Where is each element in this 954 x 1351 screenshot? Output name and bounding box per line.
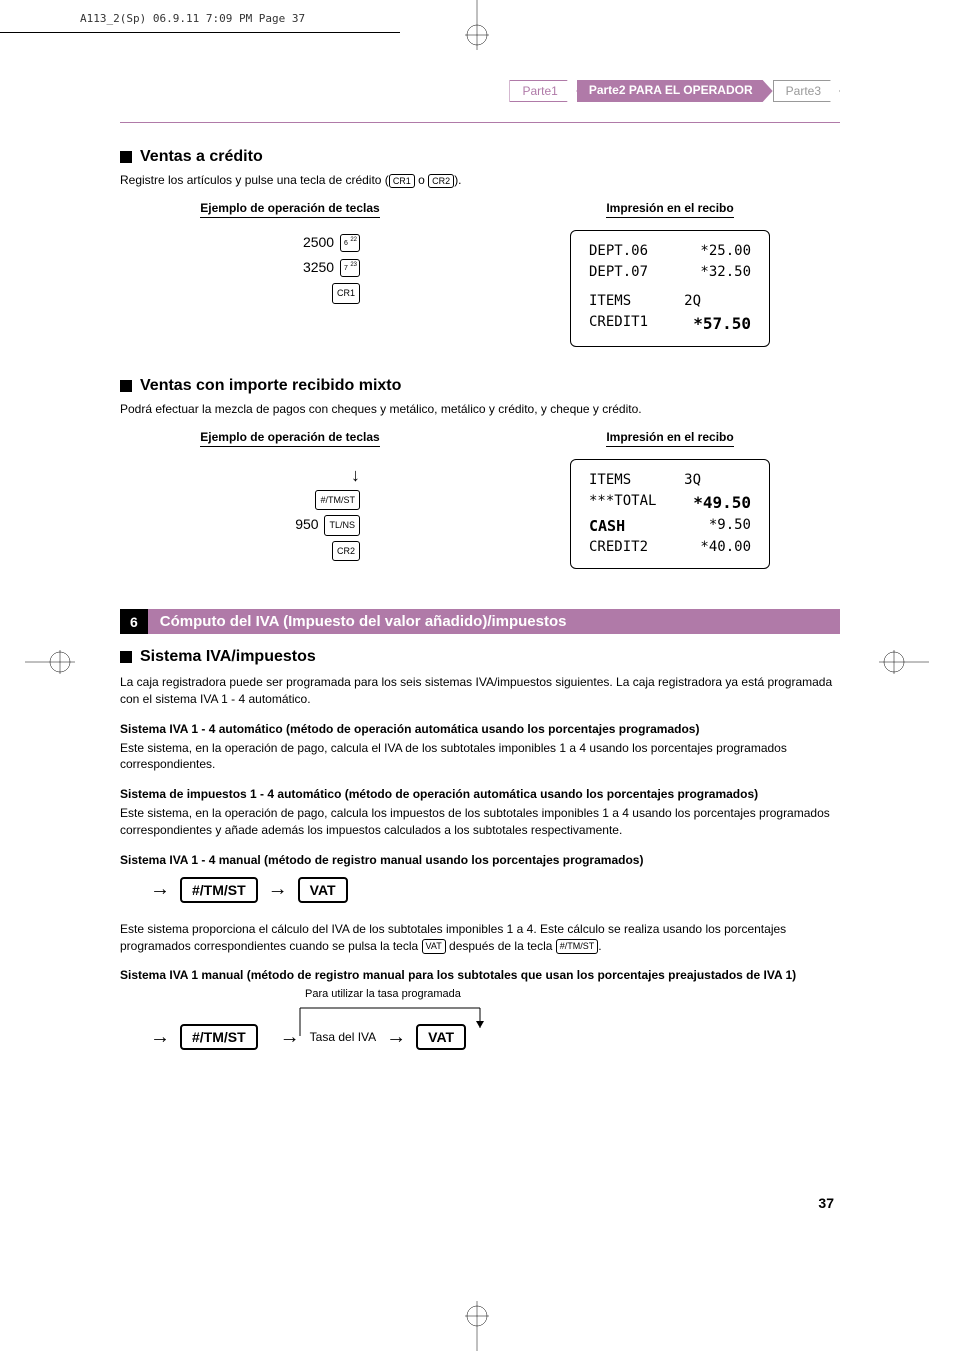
key-sequence-1: 2500 226 3250 237 CR1 (120, 230, 460, 306)
vat-intro: La caja registradora puede ser programad… (120, 674, 840, 708)
key-sequence-2: ↓ #/TM/ST 950 TL/NS CR2 (120, 459, 460, 563)
key-cr2-b: CR2 (332, 541, 360, 561)
breadcrumb: Parte1 Parte2 PARA EL OPERADOR Parte3 (120, 80, 840, 102)
key-cr1: CR1 (389, 174, 415, 189)
col-header-receipt-2: Impresión en el recibo (606, 430, 733, 447)
subsection-vat: Sistema IVA/impuestos (120, 648, 840, 666)
page-header: A113_2(Sp) 06.9.11 7:09 PM Page 37 (80, 12, 305, 25)
p4-title: Sistema IVA 1 manual (método de registro… (120, 968, 840, 982)
header-line (0, 32, 400, 33)
p3-title: Sistema IVA 1 - 4 manual (método de regi… (120, 853, 840, 867)
col-header-receipt: Impresión en el recibo (606, 201, 733, 218)
p1-body: Este sistema, en la operación de pago, c… (120, 740, 840, 774)
page-number: 37 (818, 1195, 834, 1211)
crop-mark-left (25, 642, 75, 682)
key-cr1-b: CR1 (332, 283, 360, 303)
breadcrumb-parte2: Parte2 PARA EL OPERADOR (577, 80, 773, 102)
section-label: Cómputo del IVA (Impuesto del valor añad… (148, 609, 840, 634)
flow-key-vat-2: VAT (416, 1024, 466, 1050)
key-cr2: CR2 (428, 174, 454, 189)
p2-body: Este sistema, en la operación de pago, c… (120, 805, 840, 839)
square-icon (120, 651, 132, 663)
section1-intro: Registre los artículos y pulse una tecla… (120, 172, 840, 189)
key-tlns: TL/NS (324, 515, 360, 535)
key-7: 237 (340, 259, 360, 277)
crop-mark-right (879, 642, 929, 682)
arrow-right-icon: → (280, 1026, 300, 1049)
breadcrumb-parte1: Parte1 (509, 80, 576, 102)
flow-key-tmst: #/TM/ST (180, 877, 258, 903)
section-num: 6 (120, 609, 148, 634)
key-tmst: #/TM/ST (315, 490, 360, 510)
p3-body: Este sistema proporciona el cálculo del … (120, 921, 840, 955)
inline-key-tmst: #/TM/ST (556, 939, 599, 954)
flow-diagram-1: → #/TM/ST → VAT (150, 877, 840, 903)
key-6: 226 (340, 234, 360, 252)
crop-mark-top (457, 0, 497, 50)
arrow-right-icon: → (150, 878, 170, 901)
col-header-keys-2: Ejemplo de operación de teclas (200, 430, 379, 447)
divider (120, 122, 840, 123)
square-icon (120, 380, 132, 392)
section-title-mixed: Ventas con importe recibido mixto (120, 377, 840, 395)
col-header-keys: Ejemplo de operación de teclas (200, 201, 379, 218)
receipt-1: DEPT.06*25.00 DEPT.07*32.50 ITEMS2Q CRED… (570, 230, 770, 347)
crop-mark-bottom (457, 1301, 497, 1351)
p1-title: Sistema IVA 1 - 4 automático (método de … (120, 722, 840, 736)
arrow-right-icon: → (150, 1026, 170, 1049)
flow-diagram-2: Para utilizar la tasa programada → #/TM/… (150, 988, 840, 1058)
receipt-2: ITEMS3Q ***TOTAL*49.50 CASH*9.50 CREDIT2… (570, 459, 770, 570)
p2-title: Sistema de impuestos 1 - 4 automático (m… (120, 787, 840, 801)
section-title-credit: Ventas a crédito (120, 148, 840, 166)
arrow-right-icon: → (386, 1026, 406, 1049)
flow-key-vat: VAT (298, 877, 348, 903)
square-icon (120, 151, 132, 163)
flow-key-tmst-2: #/TM/ST (180, 1024, 258, 1050)
inline-key-vat: VAT (422, 939, 446, 954)
section2-intro: Podrá efectuar la mezcla de pagos con ch… (120, 401, 840, 418)
arrow-right-icon: → (268, 878, 288, 901)
section-6-header: 6 Cómputo del IVA (Impuesto del valor añ… (120, 609, 840, 634)
breadcrumb-parte3: Parte3 (773, 80, 840, 102)
